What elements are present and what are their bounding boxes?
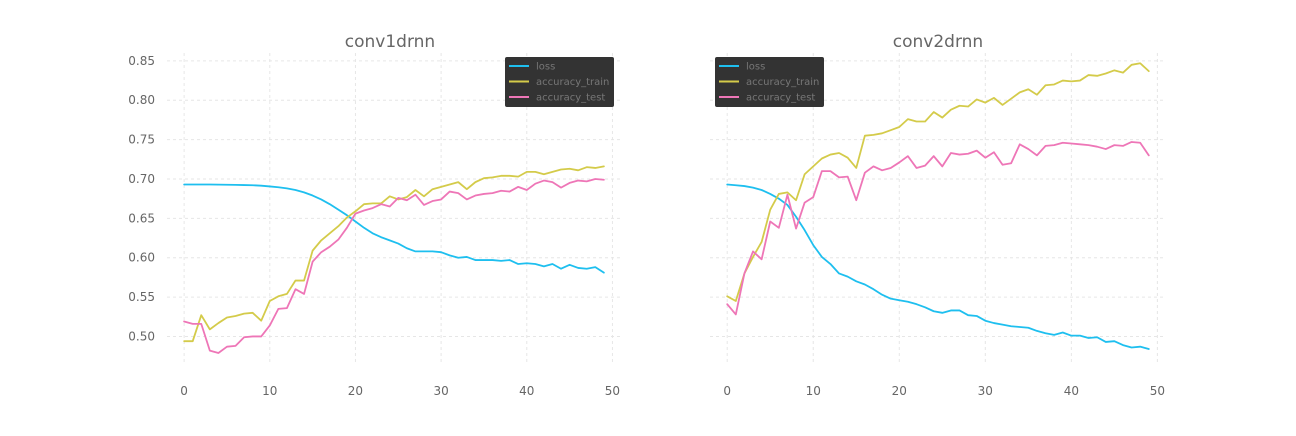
legend-box bbox=[505, 57, 614, 107]
series-line-loss bbox=[183, 183, 605, 274]
y-tick-label: 0.55 bbox=[128, 290, 155, 304]
legend-box bbox=[715, 57, 824, 107]
y-tick-label: 0.50 bbox=[128, 329, 155, 343]
legend-label: loss bbox=[746, 62, 765, 73]
panel-conv2drnn: 0 10 20 30 40 50 loss accuracy_train accuracy_te… bbox=[710, 53, 1166, 398]
x-tick-label: 0 bbox=[723, 384, 731, 398]
series-line-accuracy-test bbox=[726, 141, 1150, 316]
legend: loss accuracy_train accuracy_test bbox=[505, 57, 614, 107]
x-tick-label: 10 bbox=[806, 384, 821, 398]
y-tick-label: 0.70 bbox=[128, 172, 155, 186]
x-tick-label: 30 bbox=[978, 384, 993, 398]
y-tick-label: 0.65 bbox=[128, 211, 155, 225]
y-tick-label: 0.85 bbox=[128, 54, 155, 68]
x-tick-label: 20 bbox=[892, 384, 907, 398]
x-tick-label: 10 bbox=[262, 384, 277, 398]
y-tick-label: 0.60 bbox=[128, 251, 155, 265]
y-tick-label: 0.75 bbox=[128, 133, 155, 147]
panel-conv1drnn: 0 10 20 30 40 50 0.50 0.55 0.60 0.65 0.70 0.75 0.80 0… bbox=[128, 53, 621, 398]
legend-label: loss bbox=[536, 62, 555, 73]
x-tick-label: 50 bbox=[1150, 384, 1165, 398]
x-tick-label: 0 bbox=[180, 384, 188, 398]
x-tick-label: 50 bbox=[605, 384, 620, 398]
x-tick-label: 20 bbox=[348, 384, 363, 398]
series-line-loss bbox=[726, 183, 1150, 350]
x-tick-label: 40 bbox=[519, 384, 534, 398]
legend-label: accuracy_test bbox=[746, 93, 815, 104]
legend-label: accuracy_train bbox=[536, 77, 609, 88]
panel-title-conv2drnn: conv2drnn bbox=[893, 32, 983, 52]
legend-label: accuracy_train bbox=[746, 77, 819, 88]
series-line-accuracy-test bbox=[183, 178, 605, 354]
series-line-accuracy-train bbox=[726, 62, 1150, 302]
y-tick-label: 0.80 bbox=[128, 93, 155, 107]
grid bbox=[710, 53, 1166, 364]
panel-title-conv1drnn: conv1drnn bbox=[345, 32, 435, 52]
legend-label: accuracy_test bbox=[536, 93, 605, 104]
legend: loss accuracy_train accuracy_test bbox=[715, 57, 824, 107]
series-line-accuracy-train bbox=[183, 165, 605, 343]
x-tick-label: 30 bbox=[433, 384, 448, 398]
x-tick-label: 40 bbox=[1064, 384, 1079, 398]
